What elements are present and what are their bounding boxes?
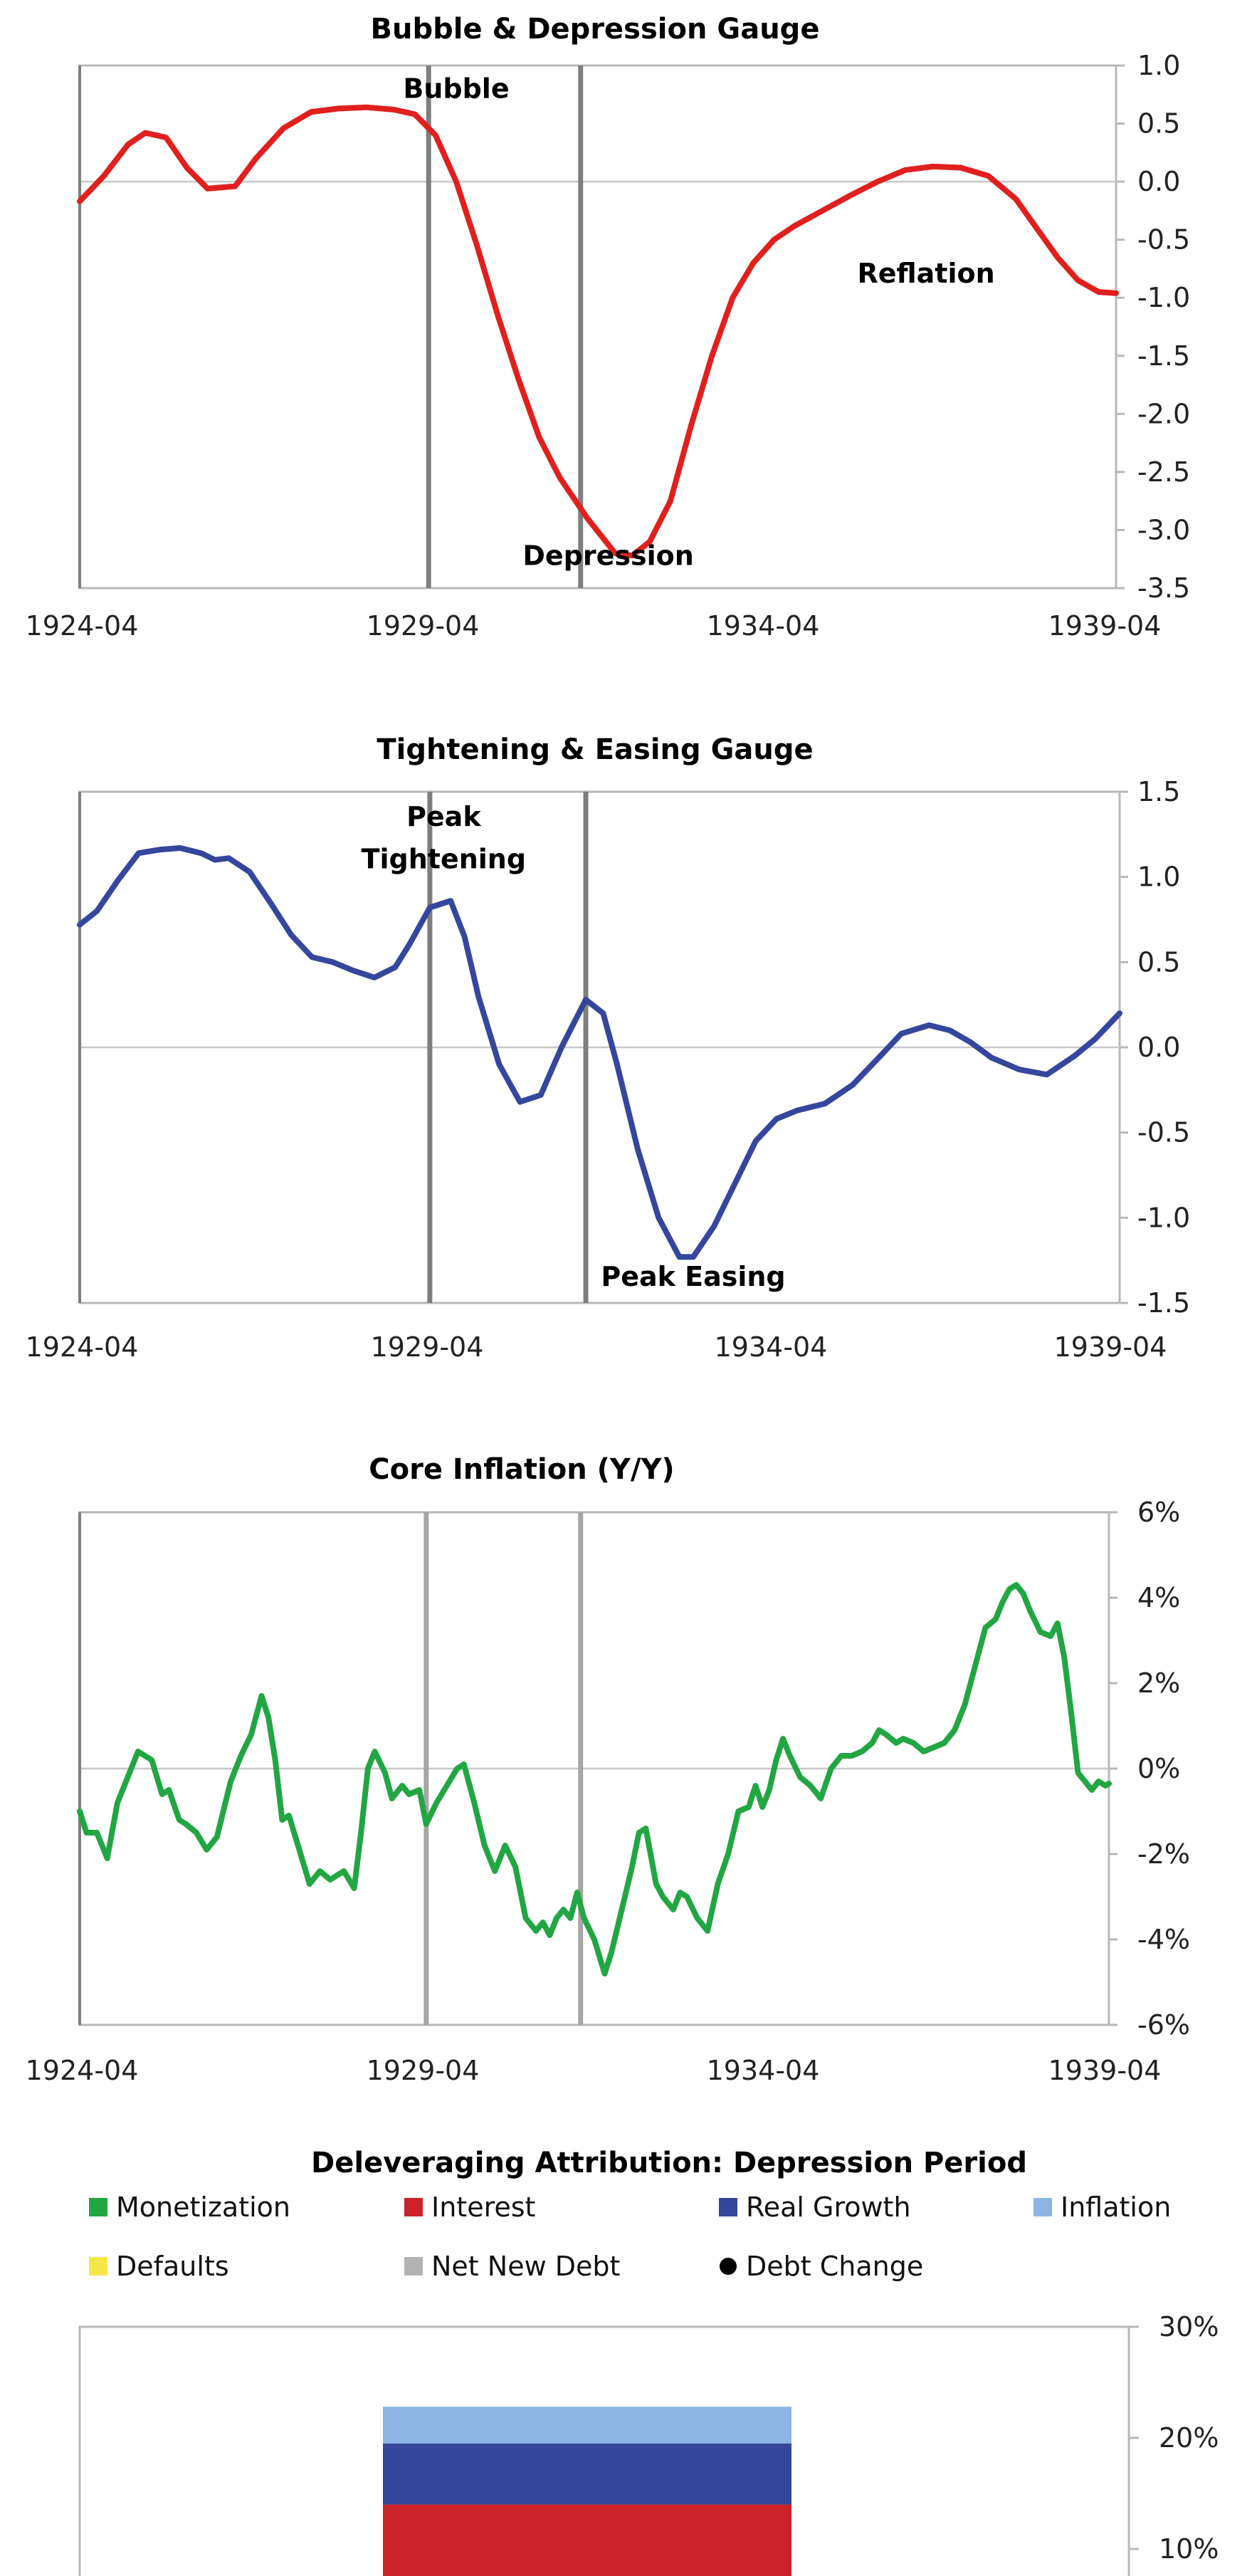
series-lines: [77, 1582, 1112, 1976]
core-inflation-chart: Core Inflation (Y/Y) 6% 4% 2% 0% -2% -4% -6% 1…: [26, 1453, 1190, 2086]
y-tick-label: -0.5: [1137, 224, 1190, 256]
x-tick-label: 1924-04: [26, 610, 139, 642]
legend-label: Monetization: [116, 2192, 290, 2223]
y-tick-label: -1.5: [1137, 340, 1190, 372]
chart-title: Bubble & Depression Gauge: [371, 13, 820, 46]
bar-segment-inflation: [383, 2407, 791, 2444]
y-tick-label: 1.0: [1137, 862, 1180, 893]
series-line: [77, 845, 1122, 1260]
chart-title: Deleveraging Attribution: Depression Per…: [311, 2147, 1027, 2179]
tightening-easing-gauge-chart: Tightening & Easing Gauge 1.5 1.0 0.5 0.0 -0…: [26, 733, 1191, 1363]
x-tick-label: 1934-04: [707, 610, 820, 642]
series-line: [77, 104, 1119, 559]
legend-swatch: [89, 2257, 107, 2276]
legend-swatch: [1033, 2198, 1052, 2216]
stacked-bar: [383, 2407, 791, 2576]
x-tick-label: 1934-04: [707, 2055, 820, 2086]
y-axis-ticks: 1.0 0.5 0.0 -0.5 -1.0 -1.5 -2.0 -2.5 -3.0 -3.5: [80, 50, 1190, 604]
y-tick-label: -2%: [1137, 1838, 1190, 1870]
y-tick-label: 2%: [1137, 1667, 1180, 1699]
bar-segment-interest: [383, 2504, 791, 2576]
x-tick-label: 1939-04: [1048, 2055, 1162, 2086]
y-tick-label: -0.5: [1137, 1117, 1190, 1148]
series-lines: [77, 104, 1119, 559]
y-tick-label: 20%: [1159, 2422, 1219, 2454]
y-tick-label: 0.0: [1137, 1032, 1180, 1063]
period-markers: [78, 792, 589, 1303]
x-tick-label: 1924-04: [26, 2055, 139, 2086]
annotation-label: Reflation: [857, 258, 994, 289]
y-tick-label: 30%: [1159, 2311, 1219, 2342]
legend-label: Inflation: [1061, 2192, 1171, 2223]
annotation-label: Peak Easing: [601, 1261, 785, 1292]
y-tick-label: -1.5: [1137, 1287, 1190, 1319]
x-axis-ticks: 1924-04 1929-04 1934-04 1939-04: [26, 2055, 1162, 2086]
y-tick-label: -1.0: [1137, 282, 1190, 313]
bar-segment-real-growth: [383, 2443, 791, 2505]
x-tick-label: 1939-04: [1054, 1331, 1167, 1363]
y-tick-label: 0.5: [1137, 946, 1180, 978]
annotations: Peak Tightening Peak Easing: [362, 801, 786, 1292]
legend-swatch: [89, 2198, 107, 2216]
y-axis-ticks: 30% 20% 10%: [1129, 2311, 1219, 2565]
y-tick-label: -6%: [1137, 2009, 1190, 2041]
y-tick-label: 0%: [1137, 1753, 1180, 1784]
legend-marker: [720, 2258, 737, 2275]
y-tick-label: -2.5: [1137, 456, 1190, 488]
legend-swatch: [719, 2198, 737, 2216]
annotation-label: Depression: [522, 540, 693, 571]
y-tick-label: -1.0: [1137, 1202, 1190, 1233]
series-line: [77, 1582, 1112, 1976]
y-tick-label: 10%: [1159, 2533, 1219, 2565]
y-tick-label: -4%: [1137, 1924, 1190, 1955]
annotation-label: Peak: [406, 801, 481, 832]
legend-label: Interest: [431, 2192, 535, 2223]
x-axis-ticks: 1924-04 1929-04 1934-04 1939-04: [26, 610, 1162, 642]
series-lines: [77, 845, 1122, 1260]
y-tick-label: 4%: [1137, 1582, 1180, 1613]
x-tick-label: 1929-04: [367, 2055, 480, 2086]
y-tick-label: -3.5: [1137, 572, 1190, 604]
plot-frame: [78, 2325, 1130, 2576]
period-markers: [78, 1512, 584, 2025]
y-tick-label: -2.0: [1137, 398, 1190, 429]
legend-label: Defaults: [116, 2251, 229, 2282]
chart-title: Tightening & Easing Gauge: [377, 733, 813, 766]
y-tick-label: 1.0: [1137, 50, 1180, 81]
x-tick-label: 1929-04: [367, 610, 480, 642]
plot-frame: [78, 64, 1117, 590]
chart-title: Core Inflation (Y/Y): [369, 1453, 674, 1486]
legend: Monetization Interest Real Growth Inflation…: [89, 2192, 1171, 2282]
legend-label: Net New Debt: [431, 2251, 620, 2282]
bubble-depression-gauge-chart: Bubble & Depression Gauge 1.0 0.5 0.0 -0.5 -…: [26, 13, 1191, 642]
annotation-label: Tightening: [362, 844, 526, 875]
legend-swatch: [404, 2257, 423, 2276]
y-tick-label: 1.5: [1137, 776, 1180, 807]
y-tick-label: -3.0: [1137, 514, 1190, 545]
legend-swatch: [404, 2198, 423, 2216]
y-tick-label: 0.0: [1137, 166, 1180, 197]
x-tick-label: 1924-04: [26, 1331, 139, 1363]
y-axis-ticks: 6% 4% 2% 0% -2% -4% -6%: [80, 1497, 1190, 2041]
x-tick-label: 1939-04: [1048, 610, 1162, 642]
y-tick-label: 6%: [1137, 1497, 1180, 1528]
period-markers: [78, 66, 584, 588]
y-axis-ticks: 1.5 1.0 0.5 0.0 -0.5 -1.0 -1.5: [80, 776, 1190, 1319]
annotations: Bubble Depression Reflation: [403, 73, 994, 572]
legend-label: Real Growth: [746, 2192, 911, 2223]
annotation-label: Bubble: [403, 73, 509, 105]
x-tick-label: 1929-04: [371, 1331, 484, 1363]
x-tick-label: 1934-04: [715, 1331, 828, 1363]
legend-label: Debt Change: [746, 2251, 923, 2282]
x-axis-ticks: 1924-04 1929-04 1934-04 1939-04: [26, 1331, 1167, 1363]
deleveraging-attribution-chart: Deleveraging Attribution: Depression Per…: [78, 2147, 1219, 2576]
y-tick-label: 0.5: [1137, 108, 1180, 140]
